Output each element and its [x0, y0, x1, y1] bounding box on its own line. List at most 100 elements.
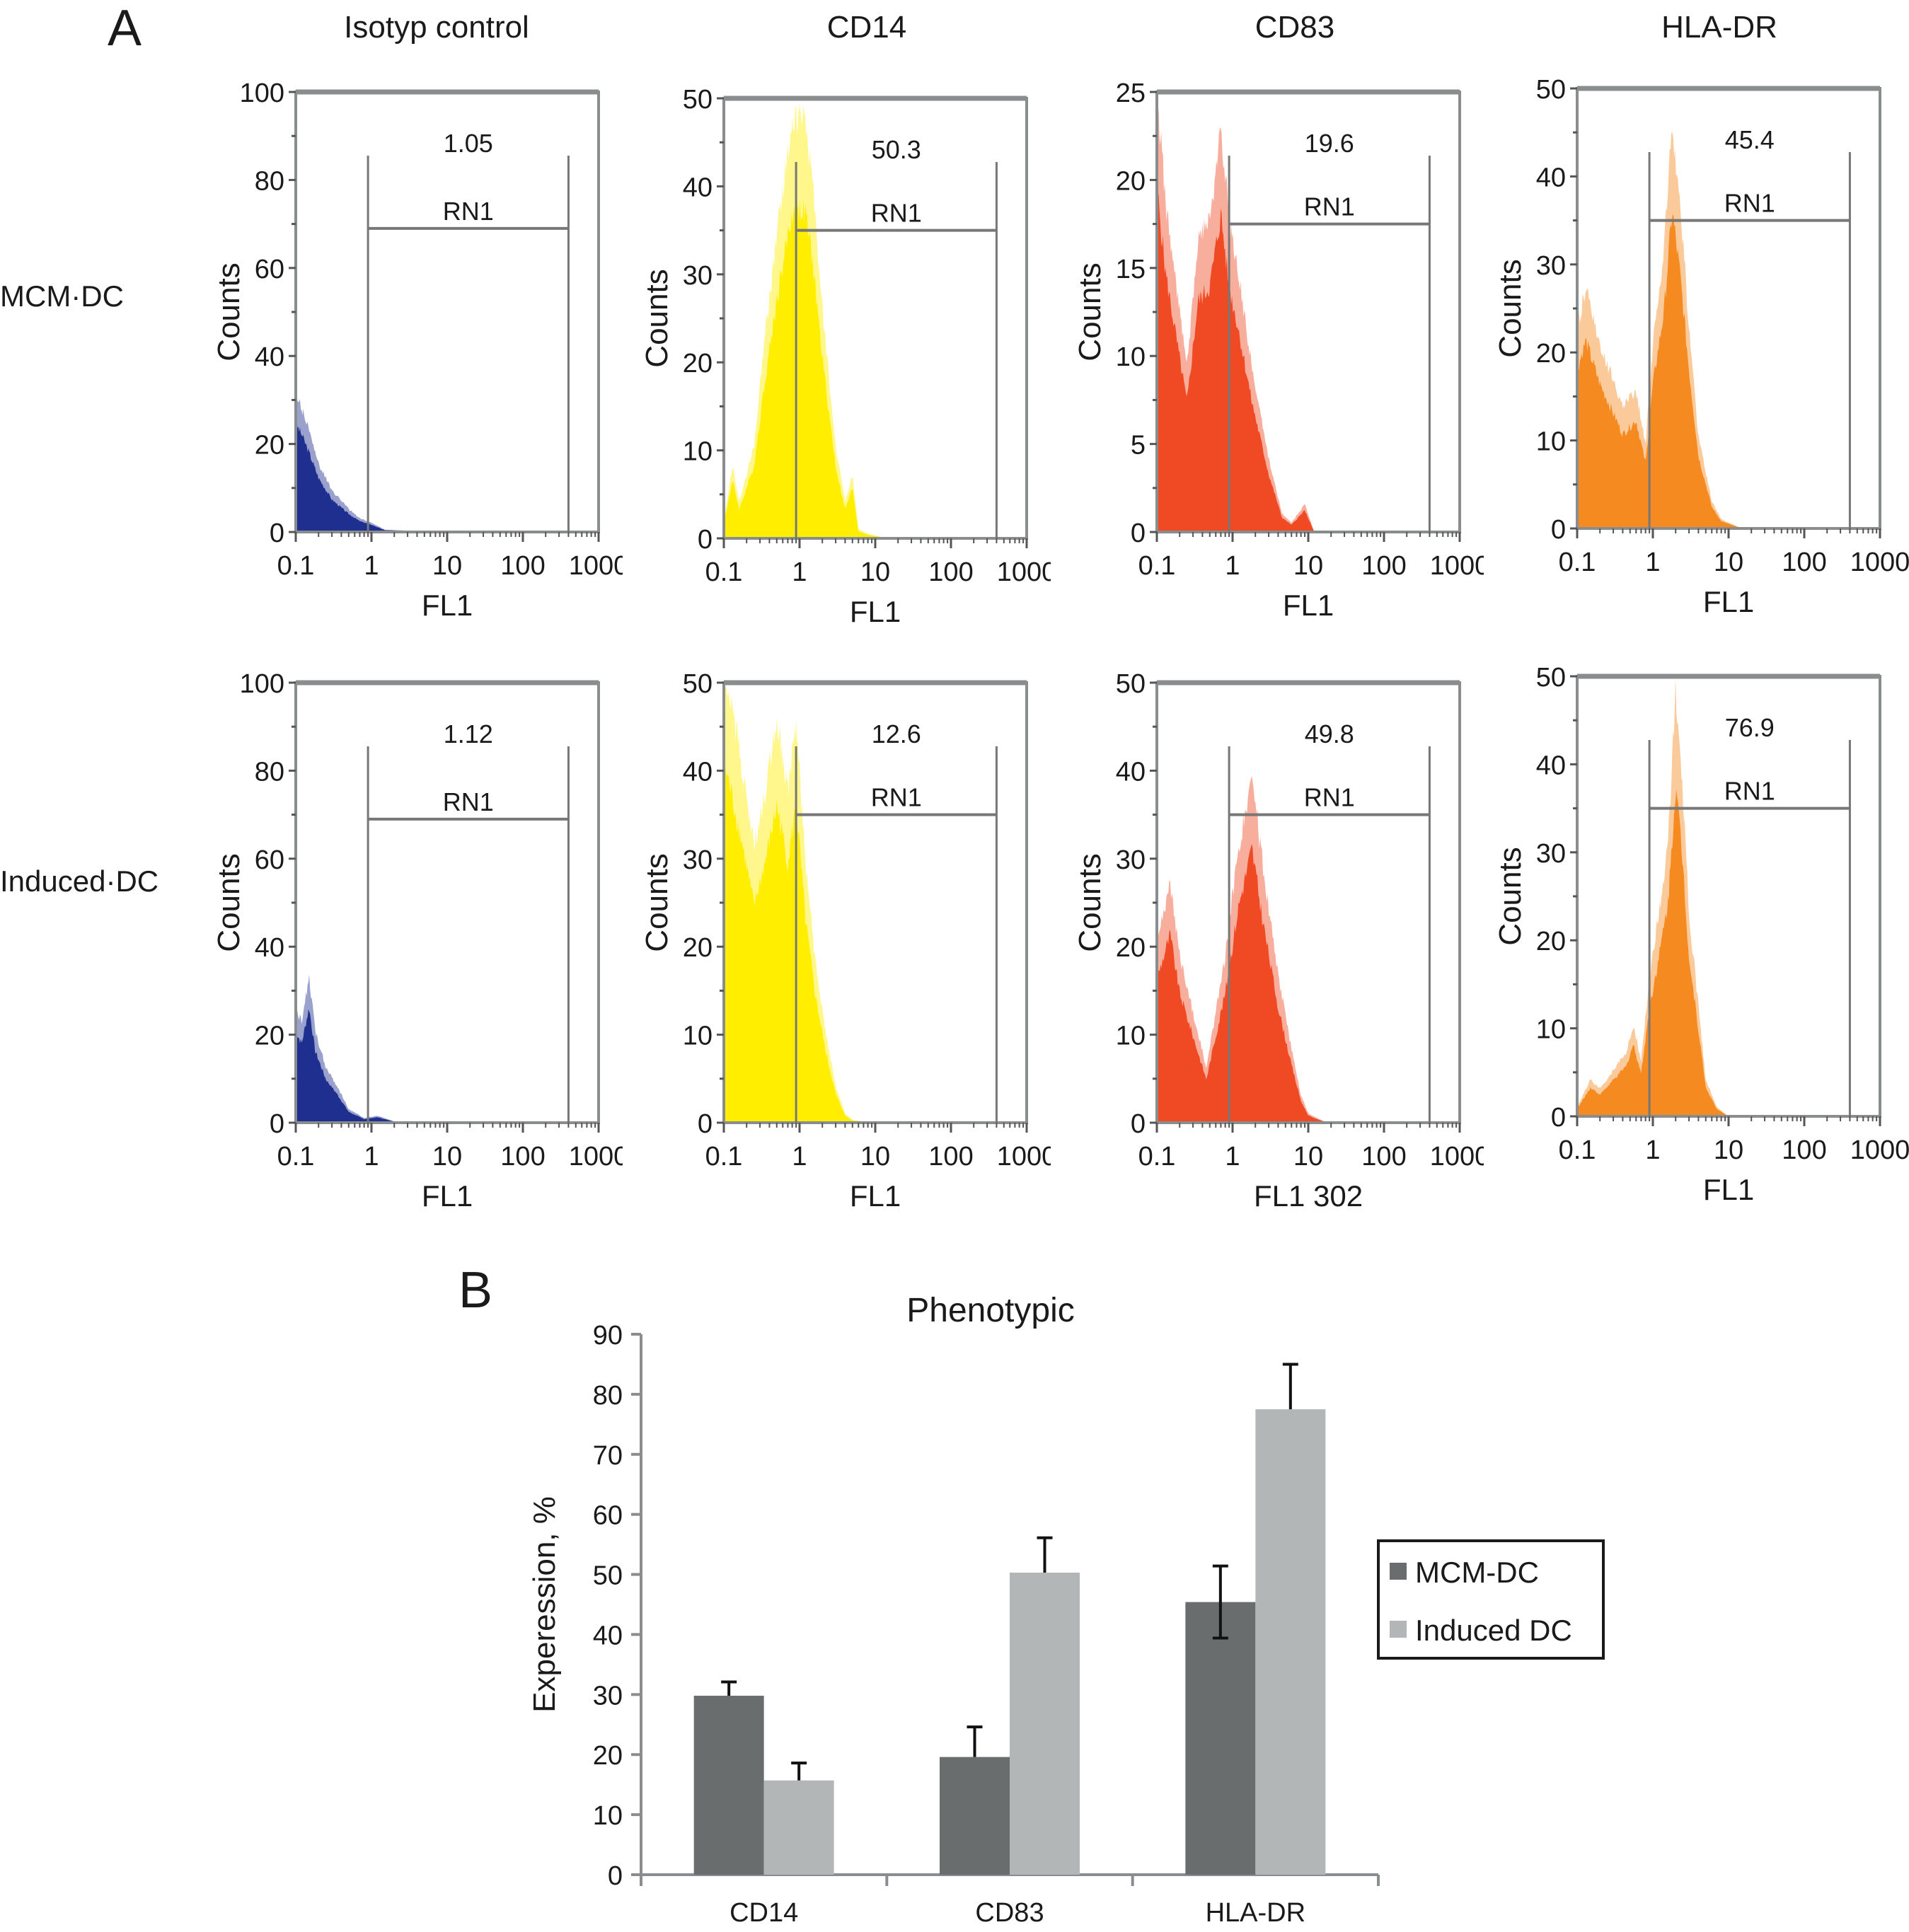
- gate-label: RN1: [871, 783, 922, 812]
- gate-label: RN1: [1724, 777, 1775, 806]
- bar-mcm-dc: [1185, 1602, 1256, 1875]
- y-tick-label: 40: [255, 342, 284, 372]
- y-axis-label: Counts: [640, 269, 674, 367]
- y-tick-label: 80: [593, 1381, 623, 1411]
- y-tick-label: 0: [1551, 1103, 1566, 1133]
- y-axis-label: Counts: [212, 262, 246, 361]
- x-tick-label: CD83: [975, 1898, 1044, 1928]
- y-tick-label: 90: [593, 1321, 623, 1350]
- y-tick-label: 40: [255, 933, 284, 963]
- x-tick-label: 10: [432, 551, 462, 581]
- column-title-cd14: CD14: [826, 10, 907, 45]
- x-tick-label: 0.1: [705, 1142, 743, 1172]
- histogram-envelope: [296, 974, 447, 1123]
- x-tick-label: 0.1: [1138, 551, 1176, 581]
- bar-mcm-dc: [940, 1757, 1010, 1875]
- gate-label: RN1: [1724, 189, 1775, 218]
- x-tick-label: 100: [1782, 548, 1826, 577]
- x-axis-label: FL1: [850, 595, 901, 628]
- histogram-fill: [1577, 214, 1742, 528]
- y-axis-label: Counts: [212, 853, 246, 951]
- y-tick-label: 60: [255, 255, 284, 284]
- y-tick-label: 0: [270, 1109, 284, 1139]
- x-tick-label: 1: [1645, 548, 1660, 577]
- x-tick-label: 100: [928, 557, 973, 587]
- x-tick-label: 0.1: [1559, 1135, 1596, 1165]
- legend-swatch: [1390, 1621, 1407, 1638]
- y-tick-label: 50: [683, 85, 713, 115]
- x-tick-label: 1000: [1850, 1135, 1909, 1165]
- y-tick-label: 60: [593, 1501, 623, 1531]
- y-tick-label: 5: [1131, 431, 1146, 461]
- histogram-fill: [724, 752, 875, 1123]
- y-tick-label: 80: [255, 757, 284, 787]
- y-tick-label: 10: [1116, 342, 1146, 372]
- chart-title: Phenotypic: [906, 1292, 1075, 1329]
- gate-label: RN1: [871, 199, 922, 228]
- gate-percent: 12.6: [872, 719, 921, 748]
- y-tick-label: 20: [1536, 927, 1566, 956]
- histogram-induced-cd83: 0 10 20 30 40 50 0.1 1 10 100 1000 FL1 302 Counts RN1…: [1073, 669, 1484, 1213]
- x-axis-label: FL1: [1703, 1173, 1754, 1206]
- column-title-cd83: CD83: [1255, 10, 1335, 45]
- x-tick-label: 100: [1361, 551, 1406, 581]
- y-tick-label: 40: [683, 173, 713, 202]
- y-tick-label: 30: [683, 845, 713, 875]
- y-tick-label: 0: [1131, 1109, 1146, 1139]
- gate-label: RN1: [1304, 192, 1355, 221]
- histogram-mcm-isotype: 0 20 40 60 80 100 0.1 1 10 100 1000 FL1 Counts RN1 1.0…: [212, 79, 623, 622]
- x-tick-label: 0.1: [1559, 548, 1596, 577]
- y-tick-label: 10: [1536, 427, 1566, 457]
- x-tick-label: 1000: [1850, 548, 1909, 577]
- y-tick-label: 40: [683, 757, 713, 787]
- histogram-fill: [296, 421, 447, 532]
- y-axis-label: Counts: [1073, 853, 1107, 951]
- legend-label: Induced DC: [1415, 1614, 1572, 1647]
- x-tick-label: 1: [792, 557, 807, 587]
- y-axis-label: Counts: [1493, 259, 1528, 357]
- histogram-fill: [296, 1009, 447, 1123]
- y-axis-label: Counts: [1073, 262, 1107, 361]
- x-tick-label: 100: [500, 551, 545, 581]
- histogram-induced-cd14: 0 10 20 30 40 50 0.1 1 10 100 1000 FL1 Counts RN1 12.6: [640, 669, 1051, 1213]
- y-tick-label: 100: [240, 79, 284, 108]
- x-tick-label: 10: [432, 1142, 462, 1172]
- row-label-induced-dc: Induced·DC: [0, 864, 159, 898]
- y-tick-label: 10: [1536, 1015, 1566, 1045]
- y-tick-label: 20: [683, 349, 713, 378]
- legend-swatch: [1390, 1563, 1407, 1580]
- gate-percent: 1.12: [444, 719, 493, 748]
- y-tick-label: 20: [255, 431, 284, 461]
- y-tick-label: 50: [593, 1561, 623, 1591]
- legend-box: [1377, 1539, 1605, 1660]
- x-axis-label: FL1 302: [1254, 1179, 1363, 1213]
- bar-induced-dc: [763, 1780, 834, 1875]
- y-tick-label: 0: [698, 525, 713, 555]
- y-tick-label: 40: [1116, 757, 1146, 787]
- plot-frame: [1576, 675, 1881, 1118]
- gate-label: RN1: [1304, 783, 1355, 812]
- x-tick-label: 10: [1714, 1135, 1743, 1165]
- x-tick-label: 1: [1225, 551, 1240, 581]
- y-tick-label: 20: [255, 1022, 284, 1051]
- y-tick-label: 70: [593, 1441, 623, 1471]
- y-tick-label: 30: [683, 261, 713, 291]
- histogram-mcm-hladr: 0 10 20 30 40 50 0.1 1 10 100 1000 FL1 Counts RN1 45.4: [1493, 75, 1909, 618]
- x-tick-label: 1000: [569, 551, 623, 581]
- y-tick-label: 50: [1116, 669, 1146, 699]
- y-tick-label: 40: [1536, 751, 1566, 780]
- y-tick-label: 10: [683, 437, 713, 467]
- x-tick-label: 0.1: [705, 557, 743, 587]
- gate-label: RN1: [443, 787, 494, 816]
- y-tick-label: 0: [608, 1861, 623, 1891]
- x-tick-label: 1000: [569, 1142, 623, 1172]
- plot-frame: [294, 681, 600, 1124]
- y-tick-label: 10: [593, 1801, 623, 1831]
- x-tick-label: 10: [860, 1142, 890, 1172]
- histogram-fill: [1157, 173, 1315, 532]
- y-tick-label: 20: [1116, 933, 1146, 963]
- x-tick-label: 1000: [997, 557, 1051, 587]
- y-tick-label: 10: [683, 1022, 713, 1051]
- y-tick-label: 10: [1116, 1022, 1146, 1051]
- x-tick-label: 100: [500, 1142, 545, 1172]
